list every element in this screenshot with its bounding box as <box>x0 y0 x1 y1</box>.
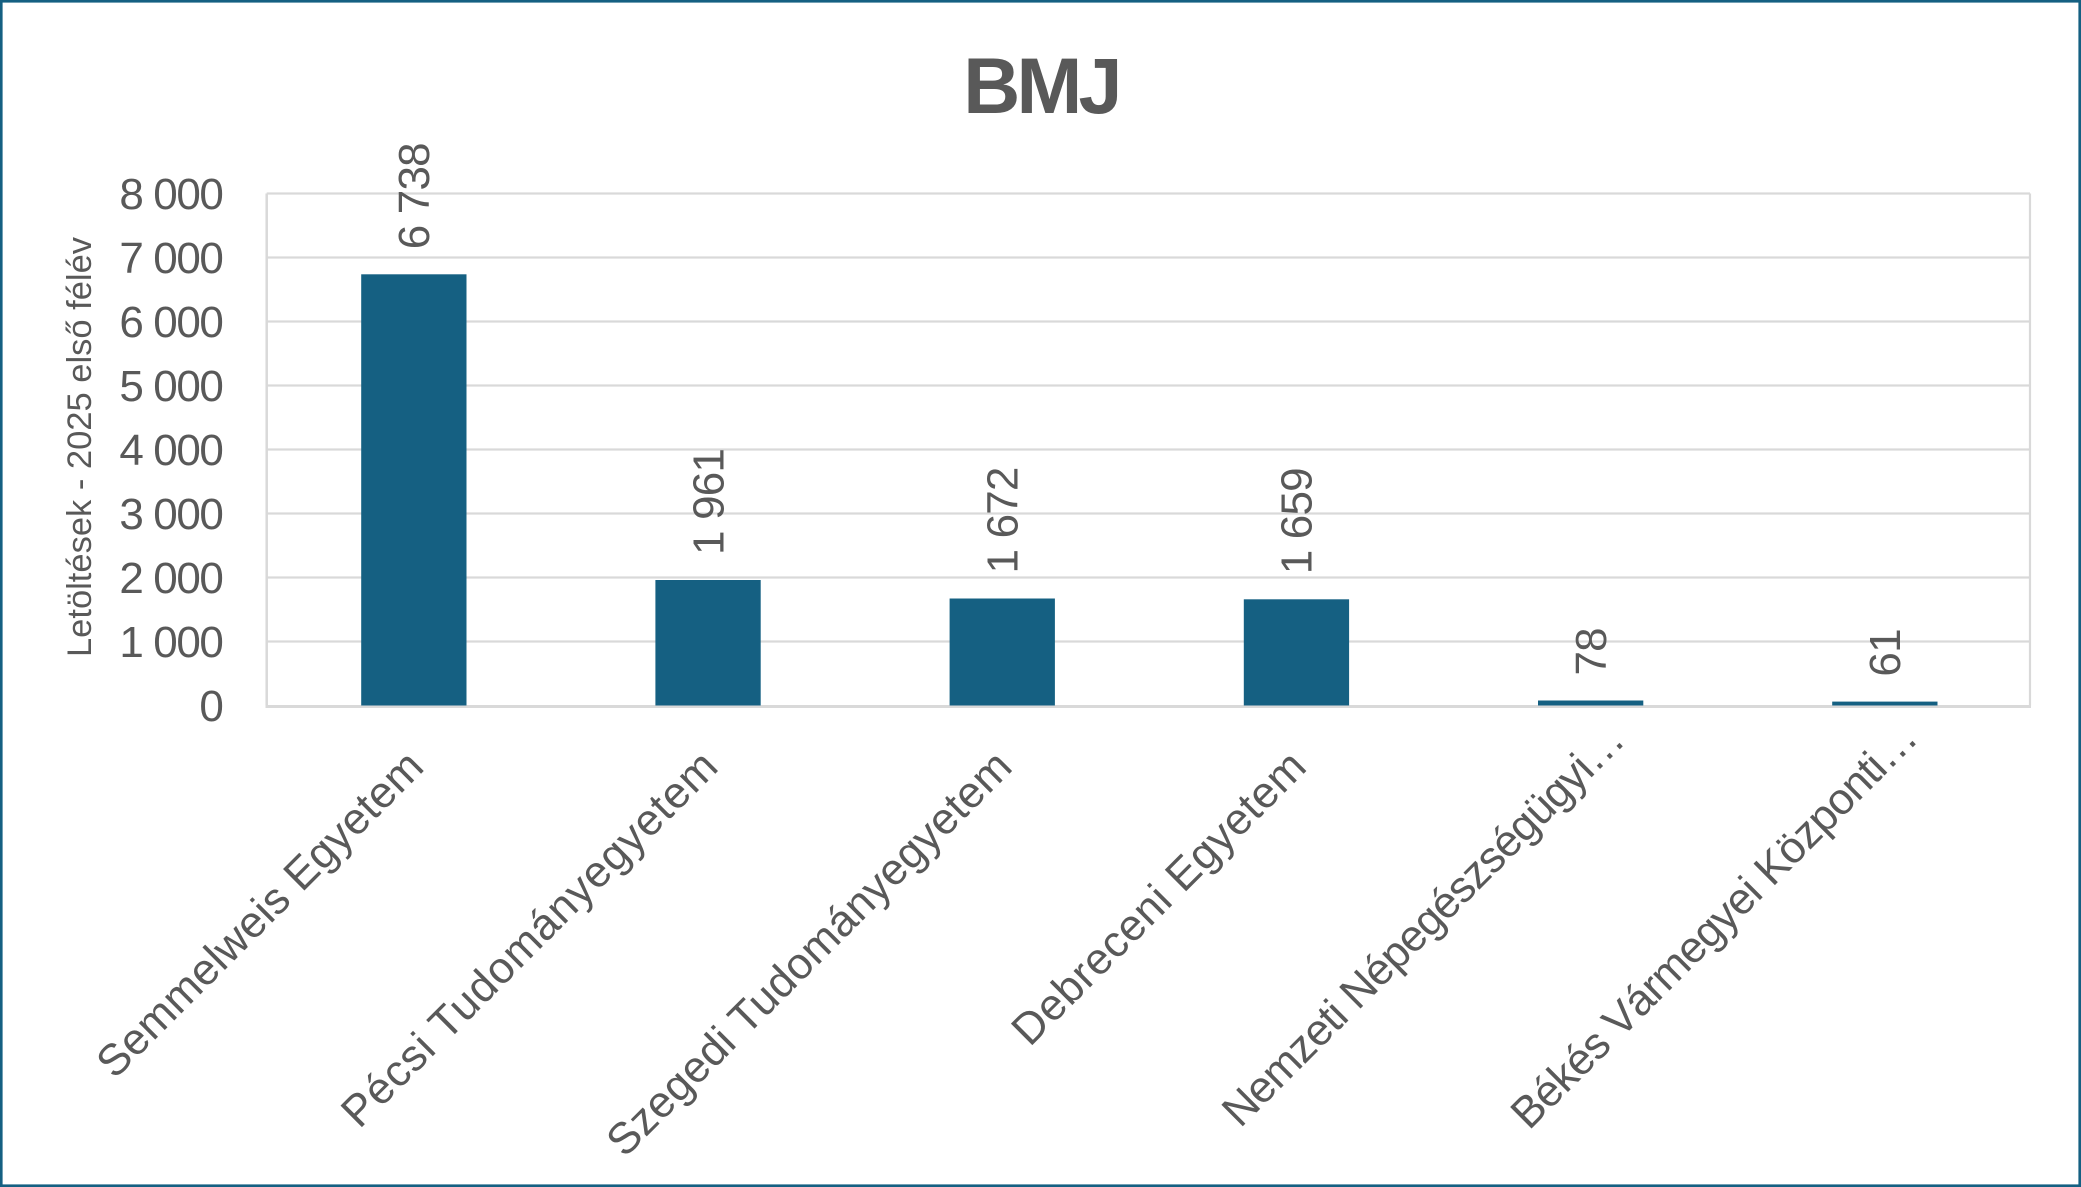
svg-text:0: 0 <box>199 682 222 731</box>
svg-text:1 672: 1 672 <box>979 467 1028 573</box>
svg-text:78: 78 <box>1567 628 1616 675</box>
svg-text:2 000: 2 000 <box>119 554 222 603</box>
svg-text:1 000: 1 000 <box>119 618 222 667</box>
svg-text:7 000: 7 000 <box>119 234 222 283</box>
svg-text:8 000: 8 000 <box>119 170 222 219</box>
svg-text:1 961: 1 961 <box>684 449 733 555</box>
svg-text:BMJ: BMJ <box>963 41 1118 130</box>
svg-text:6 738: 6 738 <box>390 143 439 249</box>
svg-text:3 000: 3 000 <box>119 490 222 539</box>
svg-text:6 000: 6 000 <box>119 298 222 347</box>
svg-text:Letöltések - 2025 első félév: Letöltések - 2025 első félév <box>61 236 99 657</box>
svg-text:61: 61 <box>1861 629 1910 676</box>
svg-text:5 000: 5 000 <box>119 362 222 411</box>
svg-text:4 000: 4 000 <box>119 426 222 475</box>
svg-text:1 659: 1 659 <box>1273 468 1322 574</box>
